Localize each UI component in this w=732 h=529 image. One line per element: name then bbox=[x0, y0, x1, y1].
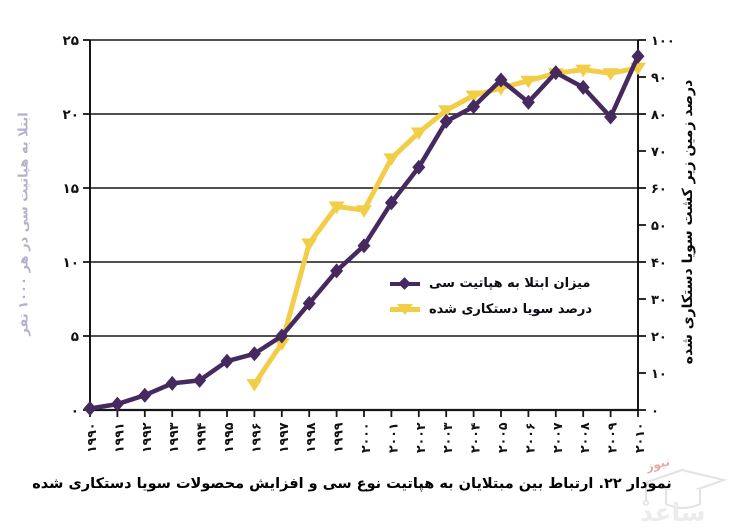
right-tick-label: ۷۰ bbox=[651, 145, 667, 160]
left-tick-label: ۱۵ bbox=[63, 181, 79, 197]
marker-diamond bbox=[165, 375, 179, 391]
marker-triangle bbox=[575, 64, 592, 78]
x-tick-label: ۲۰۰۱ bbox=[385, 422, 400, 453]
left-tick-label: ۵ bbox=[71, 329, 79, 345]
marker-diamond bbox=[83, 401, 97, 416]
right-tick-label: ۹۰ bbox=[651, 71, 667, 86]
right-tick-label: ۴۰ bbox=[651, 256, 667, 271]
marker-diamond bbox=[302, 295, 316, 311]
x-tick-label: ۱۹۹۱ bbox=[111, 422, 126, 453]
legend-item-hepatitis: میزان ابتلا به هپاتیت سی bbox=[390, 273, 592, 294]
left-tick-label: ۲۵ bbox=[63, 33, 79, 49]
graduation-cap-icon bbox=[640, 468, 728, 509]
marker-diamond bbox=[247, 346, 261, 362]
marker-triangle bbox=[602, 68, 619, 81]
x-tick-label: ۱۹۹۶ bbox=[248, 422, 263, 453]
right-tick-label: ۵۰ bbox=[651, 219, 667, 234]
x-tick-label: ۲۰۰۲ bbox=[413, 422, 428, 453]
triangle-marker-icon bbox=[397, 304, 413, 315]
left-tick-label: ۰ bbox=[71, 403, 79, 419]
x-tick-label: ۱۹۹۰ bbox=[84, 422, 99, 453]
marker-diamond bbox=[330, 263, 344, 279]
watermark-text-main: ساعد bbox=[640, 498, 706, 527]
right-tick-label: ۱۰۰ bbox=[651, 34, 675, 49]
marker-triangle bbox=[246, 379, 263, 392]
chart-caption: نمودار ۲۲. ارتباط بین مبتلایان به هپاتیت… bbox=[32, 476, 672, 492]
right-tick-label: ۰ bbox=[651, 404, 659, 419]
marker-diamond bbox=[384, 195, 398, 211]
marker-triangle bbox=[273, 338, 290, 351]
legend: میزان ابتلا به هپاتیت سی درصد سویا دستکا… bbox=[390, 273, 592, 320]
x-tick-label: ۱۹۹۵ bbox=[221, 422, 236, 453]
marker-diamond bbox=[439, 113, 453, 129]
marker-diamond bbox=[275, 328, 289, 344]
legend-swatch-soy bbox=[390, 302, 420, 317]
marker-diamond bbox=[576, 79, 590, 95]
marker-diamond bbox=[193, 372, 207, 388]
left-tick-label: ۱۰ bbox=[63, 255, 79, 271]
x-tick-label: ۱۹۹۳ bbox=[166, 422, 181, 453]
marker-diamond bbox=[604, 109, 618, 125]
legend-item-label: میزان ابتلا به هپاتیت سی bbox=[429, 276, 591, 291]
marker-diamond bbox=[138, 387, 152, 403]
marker-diamond bbox=[521, 94, 535, 110]
marker-triangle bbox=[383, 153, 400, 166]
marker-triangle bbox=[410, 127, 427, 140]
marker-diamond bbox=[412, 159, 426, 175]
marker-triangle bbox=[465, 90, 482, 103]
x-tick-label: ۲۰۰۰ bbox=[358, 422, 373, 453]
right-axis-title: درصد زمین زیر کشت سویا دستکاری شده bbox=[680, 79, 696, 365]
x-tick-label: ۲۰۰۶ bbox=[522, 422, 537, 453]
x-tick-label: ۱۹۹۲ bbox=[139, 422, 154, 453]
marker-diamond bbox=[549, 65, 563, 81]
marker-diamond bbox=[357, 238, 371, 254]
left-axis-title: ابتلا به هپاتیت سی در هر ۱۰۰۰ نفر bbox=[16, 112, 32, 336]
marker-diamond bbox=[631, 48, 645, 64]
x-tick-label: ۱۹۹۹ bbox=[331, 422, 346, 453]
x-tick-label: ۱۹۹۴ bbox=[194, 422, 209, 453]
legend-item-soy: درصد سویا دستکاری شده bbox=[390, 299, 592, 320]
marker-diamond bbox=[467, 99, 481, 115]
right-tick-label: ۳۰ bbox=[651, 293, 667, 308]
x-tick-label: ۲۰۰۳ bbox=[440, 422, 455, 453]
x-tick-label: ۲۰۰۵ bbox=[495, 422, 510, 453]
marker-diamond bbox=[494, 72, 508, 88]
x-tick-label: ۲۰۰۷ bbox=[550, 422, 565, 453]
left-tick-label: ۲۰ bbox=[63, 107, 79, 123]
marker-triangle bbox=[356, 205, 372, 218]
right-tick-label: ۱۰ bbox=[651, 367, 667, 382]
x-tick-label: ۲۰۰۹ bbox=[605, 422, 620, 453]
marker-triangle bbox=[328, 201, 345, 214]
marker-triangle bbox=[438, 105, 455, 118]
right-tick-label: ۸۰ bbox=[651, 108, 667, 123]
watermark-logo: نیوز ساعد bbox=[636, 454, 730, 527]
right-tick-label: ۶۰ bbox=[651, 182, 667, 197]
legend-swatch-hepatitis bbox=[390, 276, 420, 291]
x-tick-label: ۲۰۱۰ bbox=[632, 422, 647, 453]
x-tick-label: ۲۰۰۸ bbox=[577, 422, 592, 453]
marker-diamond bbox=[110, 396, 124, 412]
marker-triangle bbox=[301, 238, 318, 251]
x-tick-label: ۱۹۹۸ bbox=[303, 422, 318, 453]
x-tick-label: ۲۰۰۴ bbox=[468, 422, 483, 453]
series-line-hepatitis bbox=[87, 54, 641, 411]
legend-item-label: درصد سویا دستکاری شده bbox=[429, 302, 593, 317]
marker-triangle bbox=[520, 75, 537, 89]
marker-diamond bbox=[220, 353, 234, 369]
x-tick-label: ۱۹۹۷ bbox=[276, 422, 291, 453]
right-tick-label: ۲۰ bbox=[651, 330, 667, 345]
diamond-marker-icon bbox=[398, 277, 411, 290]
